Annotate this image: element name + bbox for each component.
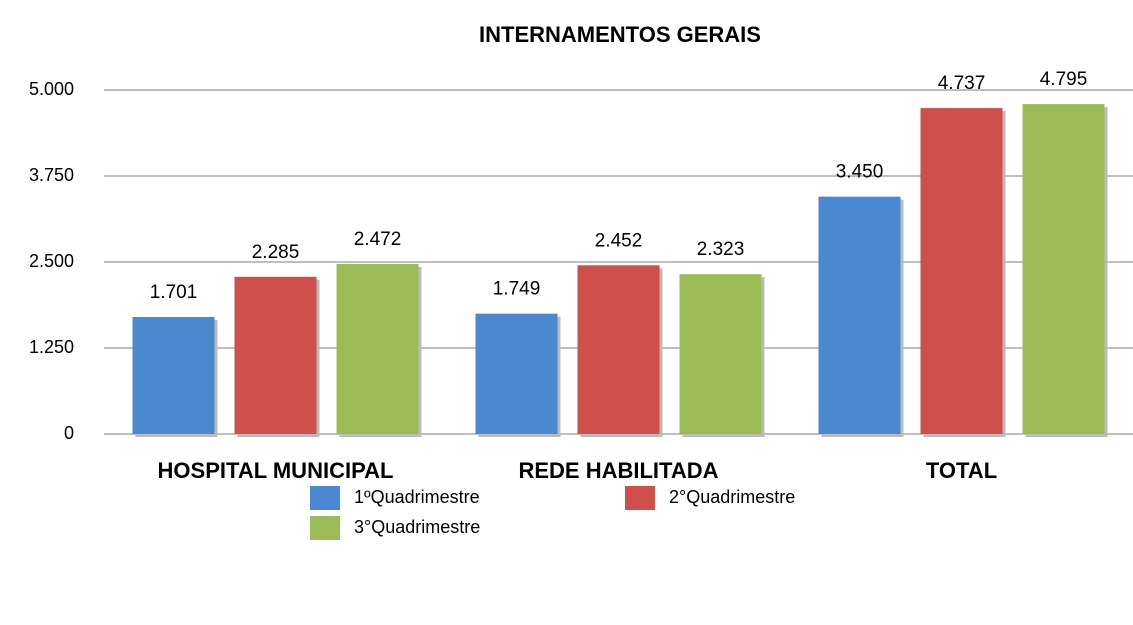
y-tick-label: 0 — [64, 423, 74, 443]
bar — [234, 276, 317, 434]
bar — [920, 108, 1003, 435]
data-label: 2.285 — [252, 242, 300, 263]
bar — [475, 313, 558, 434]
bar — [679, 274, 762, 434]
data-label: 1.701 — [150, 282, 198, 303]
data-label: 3.450 — [836, 162, 884, 183]
legend-label: 1ºQuadrimestre — [354, 487, 480, 507]
legend-swatch — [310, 486, 340, 510]
legend-label: 3°Quadrimestre — [354, 517, 480, 537]
data-label: 1.749 — [493, 279, 541, 300]
x-tick-label: TOTAL — [926, 458, 997, 483]
x-tick-label: REDE HABILITADA — [518, 458, 718, 483]
data-label: 4.795 — [1040, 69, 1088, 90]
y-tick-label: 2.500 — [29, 251, 74, 271]
y-tick-label: 3.750 — [29, 165, 74, 185]
legend-label: 2°Quadrimestre — [669, 487, 795, 507]
data-label: 2.472 — [354, 229, 402, 250]
data-label: 4.737 — [938, 73, 986, 94]
data-label: 2.323 — [697, 239, 745, 260]
bar — [818, 196, 901, 434]
data-label: 2.452 — [595, 230, 643, 251]
bar — [577, 265, 660, 434]
bar — [1022, 104, 1105, 434]
legend-swatch — [310, 516, 340, 540]
chart-title: INTERNAMENTOS GERAIS — [479, 22, 761, 47]
bar — [132, 316, 215, 434]
legend-swatch — [625, 486, 655, 510]
y-tick-label: 5.000 — [29, 79, 74, 99]
bar — [336, 263, 419, 434]
y-tick-label: 1.250 — [29, 337, 74, 357]
x-tick-label: HOSPITAL MUNICIPAL — [158, 458, 394, 483]
